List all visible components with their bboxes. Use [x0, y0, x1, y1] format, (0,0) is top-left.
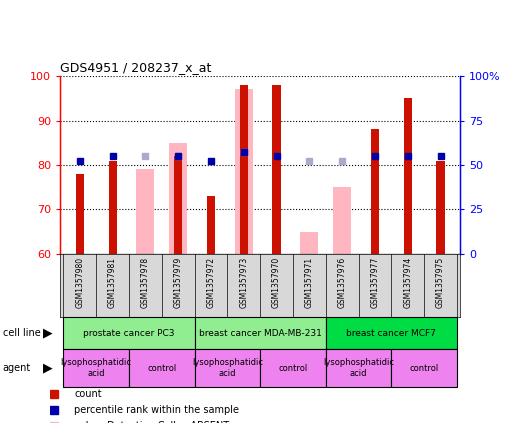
Bar [300, 232, 319, 254]
Text: GDS4951 / 208237_x_at: GDS4951 / 208237_x_at [60, 60, 211, 74]
Text: GSM1357972: GSM1357972 [207, 257, 215, 308]
Text: GSM1357978: GSM1357978 [141, 257, 150, 308]
Text: GSM1357980: GSM1357980 [75, 257, 84, 308]
Text: ▶: ▶ [43, 327, 52, 340]
Text: control: control [410, 363, 439, 373]
Bar [195, 349, 260, 387]
Bar [326, 349, 391, 387]
Bar [108, 161, 117, 254]
Bar [272, 85, 281, 254]
Bar [76, 174, 84, 254]
Text: cell line: cell line [3, 328, 40, 338]
Bar [174, 156, 183, 254]
Text: GSM1357976: GSM1357976 [338, 257, 347, 308]
Text: GSM1357977: GSM1357977 [370, 257, 380, 308]
Text: breast cancer MDA-MB-231: breast cancer MDA-MB-231 [199, 329, 322, 338]
Bar [371, 129, 379, 254]
Text: value, Detection Call = ABSENT: value, Detection Call = ABSENT [74, 421, 230, 423]
Bar [391, 349, 457, 387]
Bar [333, 187, 351, 254]
Bar [63, 349, 129, 387]
Text: control: control [278, 363, 308, 373]
Text: control: control [147, 363, 176, 373]
Text: GSM1357971: GSM1357971 [305, 257, 314, 308]
Bar [437, 161, 445, 254]
Bar [129, 349, 195, 387]
Text: GSM1357981: GSM1357981 [108, 257, 117, 308]
Text: GSM1357975: GSM1357975 [436, 257, 445, 308]
Bar [195, 317, 326, 349]
Text: count: count [74, 389, 102, 399]
Bar [404, 99, 412, 254]
Bar [260, 349, 326, 387]
Bar [240, 85, 248, 254]
Text: breast cancer MCF7: breast cancer MCF7 [346, 329, 436, 338]
Bar [207, 196, 215, 254]
Text: GSM1357973: GSM1357973 [240, 257, 248, 308]
Bar [169, 143, 187, 254]
Bar [63, 317, 195, 349]
Bar [326, 317, 457, 349]
Text: lysophosphatidic
acid: lysophosphatidic acid [61, 358, 132, 378]
Text: ▶: ▶ [43, 362, 52, 374]
Bar [235, 90, 253, 254]
Text: agent: agent [3, 363, 31, 373]
Text: lysophosphatidic
acid: lysophosphatidic acid [192, 358, 263, 378]
Text: prostate cancer PC3: prostate cancer PC3 [83, 329, 175, 338]
Text: GSM1357979: GSM1357979 [174, 257, 183, 308]
Text: GSM1357974: GSM1357974 [403, 257, 412, 308]
Text: percentile rank within the sample: percentile rank within the sample [74, 405, 240, 415]
Bar [137, 169, 154, 254]
Text: lysophosphatidic
acid: lysophosphatidic acid [323, 358, 394, 378]
Text: GSM1357970: GSM1357970 [272, 257, 281, 308]
